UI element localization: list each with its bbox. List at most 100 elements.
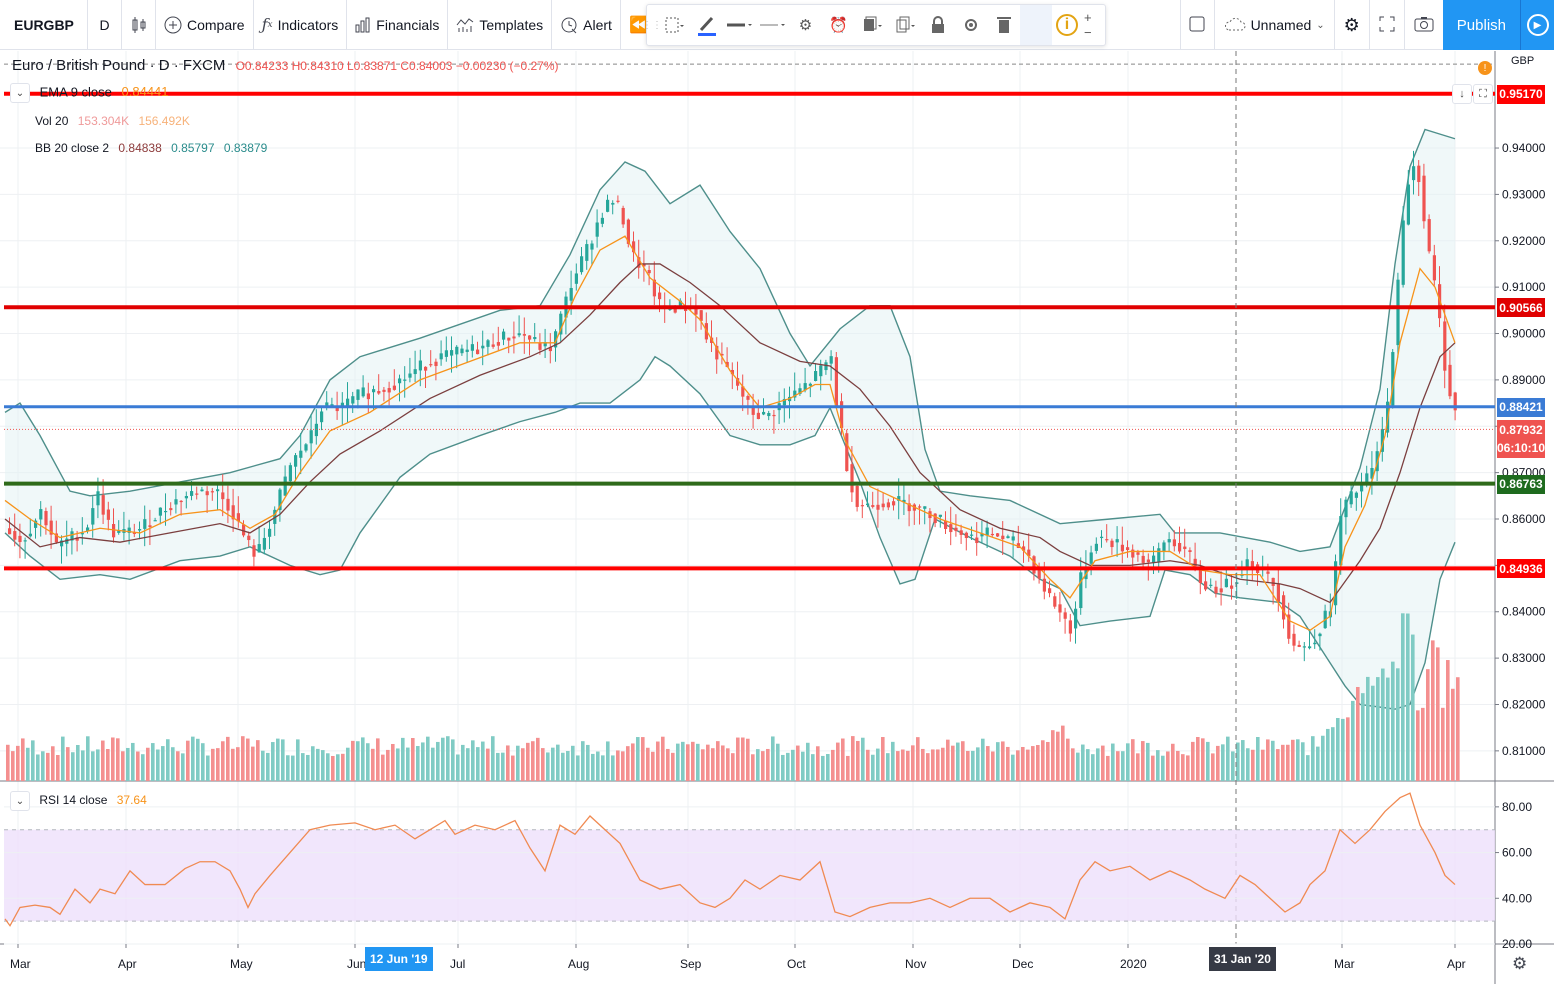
bb-lower-value: 0.83879 — [223, 141, 268, 155]
templates-icon — [456, 17, 474, 33]
line-thin-icon[interactable] — [756, 5, 789, 45]
right-toolbar: Unnamed ⌄ ⚙ Publish ▶ — [1179, 0, 1554, 50]
svg-text:2020: 2020 — [1120, 957, 1147, 971]
blue-line-tag: 0.88421 — [1497, 397, 1545, 417]
fullscreen-button[interactable] — [1368, 0, 1404, 50]
symbol-search-button[interactable]: EURGBP — [0, 0, 88, 50]
financials-icon — [355, 17, 371, 33]
alert-label: Alert — [583, 16, 612, 33]
maximize-pane-button[interactable]: ⛶ — [1473, 84, 1493, 104]
templates-button[interactable]: Templates — [448, 0, 553, 50]
axis-settings-gear-icon[interactable]: ⚙ — [1512, 954, 1528, 973]
settings-button[interactable]: ⚙ — [1333, 0, 1369, 50]
financials-button[interactable]: Financials — [347, 0, 449, 50]
toolbar-spacer — [1020, 5, 1052, 45]
checkbox-button[interactable] — [1179, 0, 1214, 50]
zoom-plus-icon[interactable]: + — [1084, 10, 1092, 25]
svg-text:Oct: Oct — [787, 957, 806, 971]
svg-text:Dec: Dec — [1012, 957, 1033, 971]
ema-legend: ⌄ EMA 9 close 0.84441 — [10, 83, 169, 103]
svg-text:0.89000: 0.89000 — [1502, 373, 1546, 387]
svg-text:Jul: Jul — [450, 957, 465, 971]
gear-icon: ⚙ — [1343, 14, 1360, 35]
line-thick-icon[interactable] — [723, 5, 756, 45]
svg-text:0.93000: 0.93000 — [1502, 187, 1546, 201]
gear-icon[interactable]: ⚙ — [798, 17, 813, 34]
svg-text:0.82000: 0.82000 — [1502, 697, 1546, 711]
financials-label: Financials — [376, 16, 440, 33]
svg-text:0.90000: 0.90000 — [1502, 327, 1546, 341]
layers-icon[interactable] — [855, 5, 888, 45]
svg-text:Mar: Mar — [1334, 957, 1355, 971]
cursor-date-tag-right: 31 Jan '20 — [1209, 947, 1276, 971]
selection-icon[interactable] — [657, 5, 690, 45]
vol-ma-value: 156.492K — [138, 114, 190, 128]
cloud-icon — [1224, 16, 1246, 35]
publish-button[interactable]: Publish — [1442, 0, 1520, 50]
templates-label: Templates — [479, 16, 544, 33]
currency-label: GBP — [1508, 55, 1538, 67]
collapse-legend-button[interactable]: ⌄ — [10, 83, 30, 103]
ema-label[interactable]: EMA 9 close — [39, 84, 112, 100]
publish-play-button[interactable]: ▶ — [1520, 0, 1554, 50]
lock-icon[interactable] — [921, 5, 954, 45]
screenshot-button[interactable] — [1403, 0, 1443, 50]
ema-value: 0.84441 — [121, 84, 169, 100]
layout-name-button[interactable]: Unnamed ⌄ — [1213, 0, 1334, 50]
warning-icon[interactable]: ! — [1478, 61, 1492, 75]
svg-text:Aug: Aug — [568, 957, 589, 971]
price-chart-canvas[interactable]: 0.94000 0.93000 0.92000 0.91000 0.90000 0.890… — [0, 51, 1554, 984]
resistance-line-tag-2: 0.90566 — [1497, 298, 1545, 318]
chevron-down-icon: ⌄ — [1316, 19, 1325, 31]
eye-icon[interactable] — [954, 5, 987, 45]
compare-plus-icon — [164, 16, 182, 34]
fullscreen-icon — [1379, 16, 1395, 35]
rsi-legend: ⌄ RSI 14 close 37.64 — [10, 791, 147, 811]
bb-label[interactable]: BB 20 close 2 — [35, 141, 110, 155]
arrow-down-icon: ↓ — [1459, 88, 1465, 100]
svg-text:Apr: Apr — [1447, 957, 1466, 971]
maximize-icon: ⛶ — [1479, 87, 1487, 100]
symbol-label: EURGBP — [14, 16, 74, 33]
vol-label[interactable]: Vol 20 — [35, 114, 69, 128]
svg-text:0.92000: 0.92000 — [1502, 234, 1546, 248]
alert-button[interactable]: Alert — [552, 0, 621, 50]
candles-icon — [131, 16, 147, 34]
pencil-icon[interactable] — [690, 5, 723, 45]
symbol-title: Euro / British Pound · D · FXCM — [12, 57, 226, 74]
chart-style-button[interactable] — [122, 0, 156, 50]
drawing-toolbar: ⋮⋮ ⚙ ⏰ i + − — [642, 4, 1106, 46]
indicators-label: Indicators — [277, 16, 339, 33]
svg-text:Jun: Jun — [347, 957, 366, 971]
symbol-legend: Euro / British Pound · D · FXCM O0.84233… — [12, 57, 559, 74]
trash-icon[interactable] — [987, 5, 1020, 45]
scroll-down-button[interactable]: ↓ — [1452, 84, 1472, 104]
rsi-label[interactable]: RSI 14 close — [39, 793, 108, 808]
cursor-date-tag-left: 12 Jun '19 — [365, 947, 433, 971]
svg-text:0.81000: 0.81000 — [1502, 744, 1546, 758]
last-price-tag: 0.87932 — [1497, 420, 1545, 440]
svg-text:80.00: 80.00 — [1502, 800, 1532, 814]
replay-icon: ⏪ — [628, 16, 649, 34]
interval-button[interactable]: D — [88, 0, 122, 50]
compare-button[interactable]: Compare — [156, 0, 254, 50]
clone-icon[interactable] — [888, 5, 921, 45]
layout-name: Unnamed — [1250, 17, 1312, 33]
support-line-tag: 0.84936 — [1497, 559, 1545, 579]
camera-icon — [1414, 16, 1434, 35]
svg-text:20.00: 20.00 — [1502, 937, 1532, 951]
svg-text:0.91000: 0.91000 — [1502, 280, 1546, 294]
publish-label: Publish — [1456, 16, 1506, 34]
info-icon[interactable]: i — [1056, 14, 1078, 36]
alarm-icon — [560, 16, 578, 34]
chart-area[interactable]: 0.94000 0.93000 0.92000 0.91000 0.90000 0.890… — [0, 51, 1554, 984]
grip-icon[interactable]: ⋮⋮ — [642, 19, 662, 31]
svg-text:0.83000: 0.83000 — [1502, 651, 1546, 665]
svg-text:May: May — [230, 957, 253, 971]
zoom-minus-icon[interactable]: − — [1084, 25, 1092, 40]
rsi-value: 37.64 — [116, 793, 147, 808]
alarm-add-icon[interactable]: ⏰ — [829, 17, 848, 34]
collapse-rsi-button[interactable]: ⌄ — [10, 791, 30, 811]
